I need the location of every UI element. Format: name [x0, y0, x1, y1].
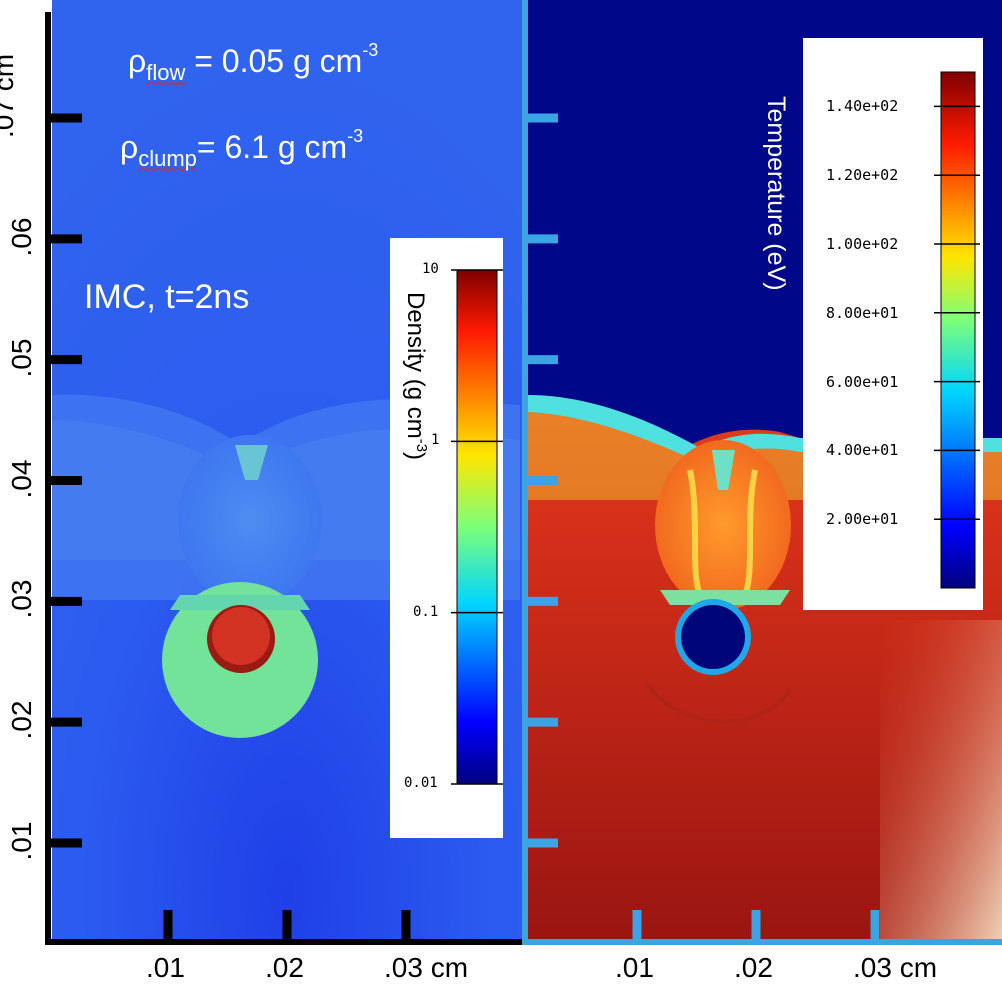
density-jet-feature [235, 445, 268, 480]
temperature-colorbar-title: Temperature (eV) [762, 96, 790, 291]
temperature-hot-corner [880, 620, 1002, 940]
density-x-tick-label: .03 cm [384, 952, 469, 983]
density-colorbar-title: Density (g cm-3) [401, 292, 430, 460]
temperature-jet-center [712, 450, 735, 490]
temperature-colorbar-tick-label: 1.00e+02 [826, 235, 899, 253]
density-colorbar-tick-label: 0.01 [404, 775, 438, 791]
temperature-colorbar-tick-label: 6.00e+01 [826, 372, 899, 391]
rho-flow-sub: flow [146, 60, 186, 85]
density-title-sup: -3 [413, 438, 430, 453]
rho-flow-sup: -3 [362, 40, 379, 60]
density-title-text: Density (g cm [402, 292, 429, 439]
density-halo-top [170, 595, 310, 610]
temperature-jet-a [687, 469, 703, 597]
temperature-cloud [655, 440, 791, 610]
temperature-jet-b [742, 469, 758, 597]
rho-clump-sup: -3 [347, 126, 364, 146]
density-colorbar-tick-label: 0.1 [413, 603, 439, 620]
rho-clump-value: = 6.1 g cm [196, 129, 348, 165]
density-axes [45, 12, 524, 945]
density-x-tick-label: .02 [265, 952, 304, 983]
y-tick-label: .07 cm [0, 53, 19, 138]
temperature-x-tick-label: .01 [615, 952, 654, 983]
temperature-wake-arc [646, 683, 792, 724]
y-tick-label: .05 [6, 338, 37, 378]
temperature-colorbar-tick-label: 2.00e+01 [826, 510, 899, 529]
temperature-clump [681, 605, 745, 669]
y-tick-label: .03 [6, 579, 37, 619]
rho-clump-symbol: ρ [120, 129, 139, 165]
temperature-colorbar-tick-label: 1.20e+02 [826, 166, 899, 185]
temperature-colorbar-tick-label: 1.40e+02 [826, 97, 899, 116]
y-tick-label: .02 [6, 700, 37, 740]
density-clump-core [212, 607, 270, 665]
density-colorbar-tick-label: 1 [431, 432, 440, 449]
rho-flow-symbol: ρ [128, 43, 147, 79]
temperature-colorbar-gradient [940, 71, 976, 589]
temperature-x-tick-label: .02 [734, 952, 773, 983]
temperature-clump-ring [660, 590, 790, 605]
density-colorbar-gradient [456, 269, 498, 785]
y-tick-label: .04 [6, 459, 37, 498]
y-tick-label: .01 [6, 821, 37, 861]
temperature-colorbar-tick-label: 4.00e+01 [826, 441, 899, 460]
temperature-x-tick-label: .03 cm [853, 952, 938, 983]
density-title-close: ) [402, 452, 429, 461]
method-label: IMC, t=2ns [84, 278, 250, 316]
rho-flow-label: ρflow = 0.05 g cm-3 [128, 40, 378, 86]
rho-flow-value: = 0.05 g cm [185, 43, 363, 79]
rho-clump-label: ρclump= 6.1 g cm-3 [120, 126, 363, 172]
rho-clump-sub: clump [138, 146, 197, 171]
temperature-axes [522, 0, 1002, 945]
y-tick-label: .06 [6, 217, 37, 257]
temperature-colorbar-tick-label: 8.00e+01 [826, 303, 899, 322]
density-shocked-cloud [178, 435, 322, 605]
density-x-tick-label: .01 [146, 952, 185, 983]
density-colorbar-tick-label: 10 [422, 261, 439, 277]
